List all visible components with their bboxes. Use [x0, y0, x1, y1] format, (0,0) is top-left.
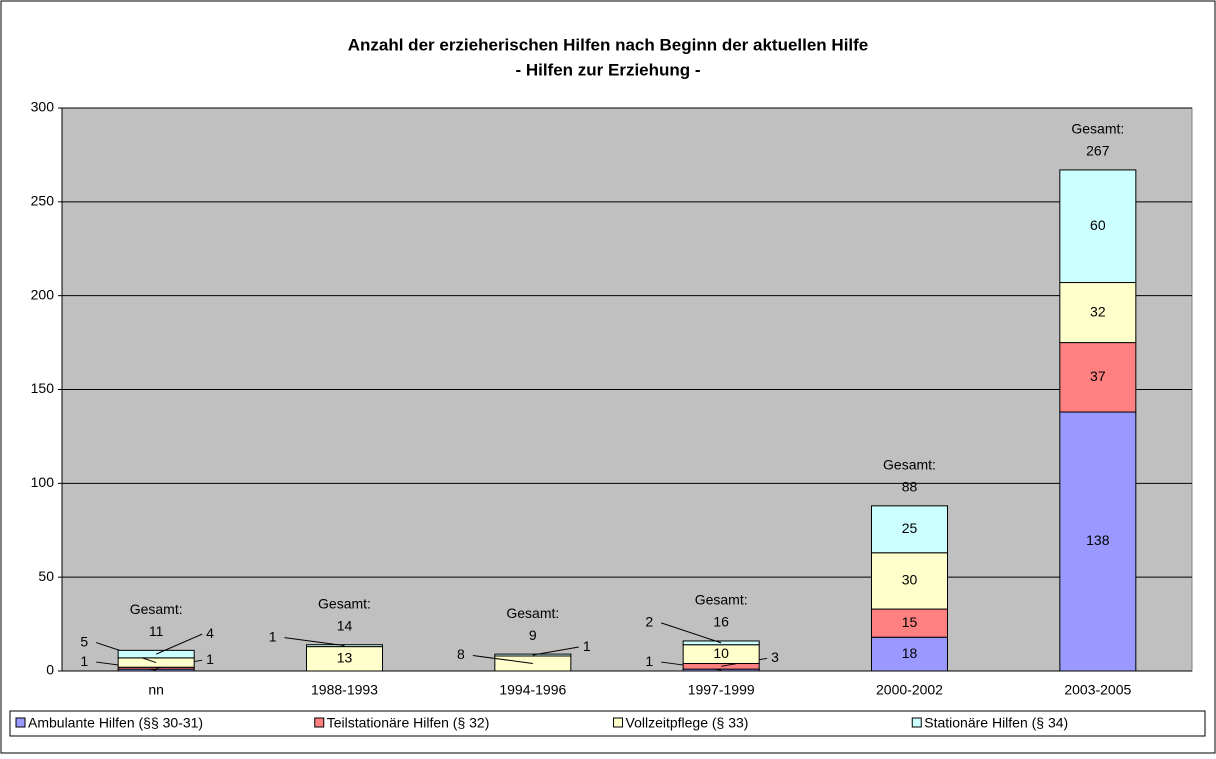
total-caption: Gesamt: [318, 595, 371, 611]
bar-segment [1059, 342, 1137, 413]
legend-box [9, 710, 1206, 737]
data-label: 32 [1090, 303, 1106, 319]
legend-label: Teilstationäre Hilfen (§ 32) [327, 715, 490, 731]
legend-label: Ambulante Hilfen (§§ 30-31) [28, 715, 203, 731]
legend-swatch [15, 717, 26, 728]
total-label: 11 [149, 623, 164, 639]
y-tick-label: 150 [31, 380, 55, 396]
y-tick-label: 100 [31, 474, 55, 490]
data-label: 30 [902, 572, 918, 588]
total-caption: Gesamt: [695, 592, 748, 608]
bar-segment [306, 644, 383, 648]
bar-segment [494, 655, 572, 672]
x-tick-label: 2003-2005 [1064, 682, 1131, 698]
total-label: 9 [529, 627, 537, 643]
data-label: 10 [713, 645, 729, 661]
bar-segment [1059, 411, 1137, 672]
data-label: 1 [269, 628, 277, 644]
y-tick-label: 200 [31, 286, 55, 302]
total-label: 14 [337, 617, 353, 633]
total-label: 88 [902, 479, 918, 495]
leader-line [472, 654, 533, 664]
data-label: 8 [457, 646, 465, 662]
x-tick-label: 1994-1996 [499, 682, 566, 698]
legend-swatch [613, 717, 623, 728]
x-tick-label: 2000-2002 [876, 682, 943, 698]
y-tick-label: 250 [31, 193, 55, 209]
leader-line [155, 633, 203, 655]
chart-title: Anzahl der erzieherischen Hilfen nach Be… [348, 35, 869, 54]
x-tick-label: 1997-1999 [688, 682, 755, 698]
data-label: 25 [902, 520, 918, 536]
bar-segment [871, 608, 948, 638]
bar-segment [871, 636, 948, 672]
bar-segment [117, 657, 195, 668]
legend-swatch [314, 717, 325, 728]
y-tick-label: 300 [31, 99, 55, 115]
data-label: 3 [771, 649, 779, 665]
data-label: 15 [902, 614, 918, 630]
total-caption: Gesamt: [1071, 121, 1124, 137]
bar-segment [871, 552, 948, 610]
y-tick-label: 50 [38, 568, 54, 584]
x-tick-label: 1988-1993 [311, 682, 378, 698]
leader-line [284, 637, 345, 647]
bar-segment [1059, 282, 1137, 344]
leader-line [661, 622, 722, 644]
total-label: 16 [713, 614, 729, 630]
data-label: 1 [645, 653, 653, 669]
legend-swatch [911, 717, 922, 728]
total-caption: Gesamt: [883, 457, 936, 473]
data-label: 60 [1090, 217, 1106, 233]
data-label: 138 [1086, 532, 1110, 548]
leader-line [532, 646, 579, 656]
y-tick-label: 0 [46, 662, 54, 678]
chart-subtitle: - Hilfen zur Erziehung - [515, 60, 700, 79]
data-label: 37 [1090, 368, 1106, 384]
data-label: 13 [337, 650, 353, 666]
data-label: 2 [645, 614, 653, 630]
bar-segment [117, 649, 195, 659]
data-label: 1 [583, 638, 591, 654]
data-label: 1 [206, 651, 214, 667]
total-caption: Gesamt: [130, 601, 183, 617]
bar-segment [1059, 169, 1137, 284]
bar-segment [871, 505, 948, 554]
legend-label: Stationäre Hilfen (§ 34) [924, 715, 1068, 731]
x-tick-label: nn [148, 682, 164, 698]
data-label: 18 [902, 645, 918, 661]
legend-label: Vollzeitpflege (§ 33) [626, 715, 749, 731]
data-label: 5 [80, 633, 88, 649]
data-label: 4 [206, 625, 214, 641]
total-caption: Gesamt: [506, 605, 559, 621]
total-label: 267 [1086, 143, 1110, 159]
data-label: 1 [80, 653, 88, 669]
